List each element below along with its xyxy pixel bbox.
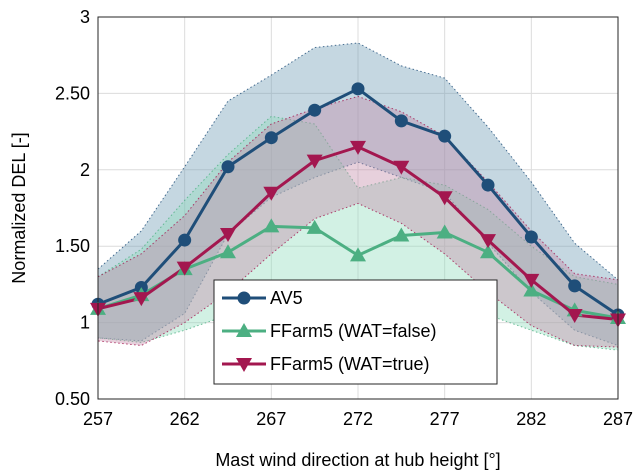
legend-entry: FFarm5 (WAT=true) [270, 354, 430, 374]
data-point [264, 131, 278, 145]
x-tick-label: 272 [343, 409, 373, 429]
data-point [568, 279, 582, 293]
data-point [566, 308, 583, 323]
data-point [350, 247, 366, 262]
x-tick-label: 262 [170, 409, 200, 429]
y-tick-label: 0.50 [55, 389, 90, 409]
x-tick-label: 282 [516, 409, 546, 429]
y-tick-label: 1 [80, 313, 90, 333]
x-tick-labels: 257 262 267 272 277 282 287 [83, 409, 633, 429]
data-point [220, 227, 236, 242]
data-point [524, 230, 538, 244]
legend: AV5 FFarm5 (WAT=false) FFarm5 (WAT=true) [213, 279, 498, 385]
data-point [263, 186, 280, 201]
data-point [306, 219, 323, 234]
plot-frame [97, 16, 619, 400]
data-point [133, 292, 150, 307]
data-point [308, 103, 322, 117]
data-point [523, 282, 540, 297]
legend-entry: AV5 [270, 288, 303, 308]
data-point [523, 273, 540, 288]
y-tick-label: 1.50 [55, 236, 90, 256]
data-point [438, 129, 452, 143]
data-point [393, 160, 410, 175]
x-tick-label: 267 [256, 409, 286, 429]
y-axis-label: Normalized DEL [-] [9, 132, 29, 283]
data-point [221, 160, 235, 174]
legend-marker [237, 291, 251, 305]
data-point [436, 224, 453, 239]
data-point [350, 140, 366, 155]
data-point [178, 233, 192, 247]
legend-marker [236, 323, 252, 337]
legend-entry: FFarm5 (WAT=false) [270, 321, 437, 341]
y-tick-labels: 0.50 1 1.50 2 2.50 3 [55, 7, 90, 409]
data-point [306, 154, 323, 169]
x-tick-label: 277 [430, 409, 460, 429]
x-axis-label: Mast wind direction at hub height [°] [215, 450, 500, 470]
data-point [394, 114, 408, 128]
data-point [263, 218, 280, 233]
data-point [480, 234, 496, 249]
data-point [436, 191, 453, 206]
legend-marker [236, 358, 252, 372]
data-point [176, 261, 193, 276]
data-point [393, 227, 410, 242]
data-point [481, 178, 495, 192]
series-markers [90, 82, 626, 328]
x-tick-label: 287 [603, 409, 633, 429]
y-tick-label: 2.50 [55, 83, 90, 103]
data-point [480, 244, 496, 259]
data-point [220, 244, 236, 259]
y-tick-label: 3 [80, 7, 90, 27]
y-tick-label: 2 [80, 160, 90, 180]
data-point [351, 82, 365, 96]
x-tick-label: 257 [83, 409, 113, 429]
